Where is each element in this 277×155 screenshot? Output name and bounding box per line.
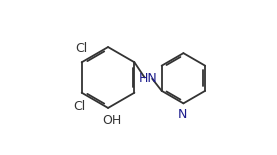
Text: Cl: Cl (73, 100, 86, 113)
Text: N: N (178, 108, 187, 121)
Text: HN: HN (139, 72, 158, 85)
Text: Cl: Cl (75, 42, 87, 55)
Text: OH: OH (102, 114, 122, 127)
